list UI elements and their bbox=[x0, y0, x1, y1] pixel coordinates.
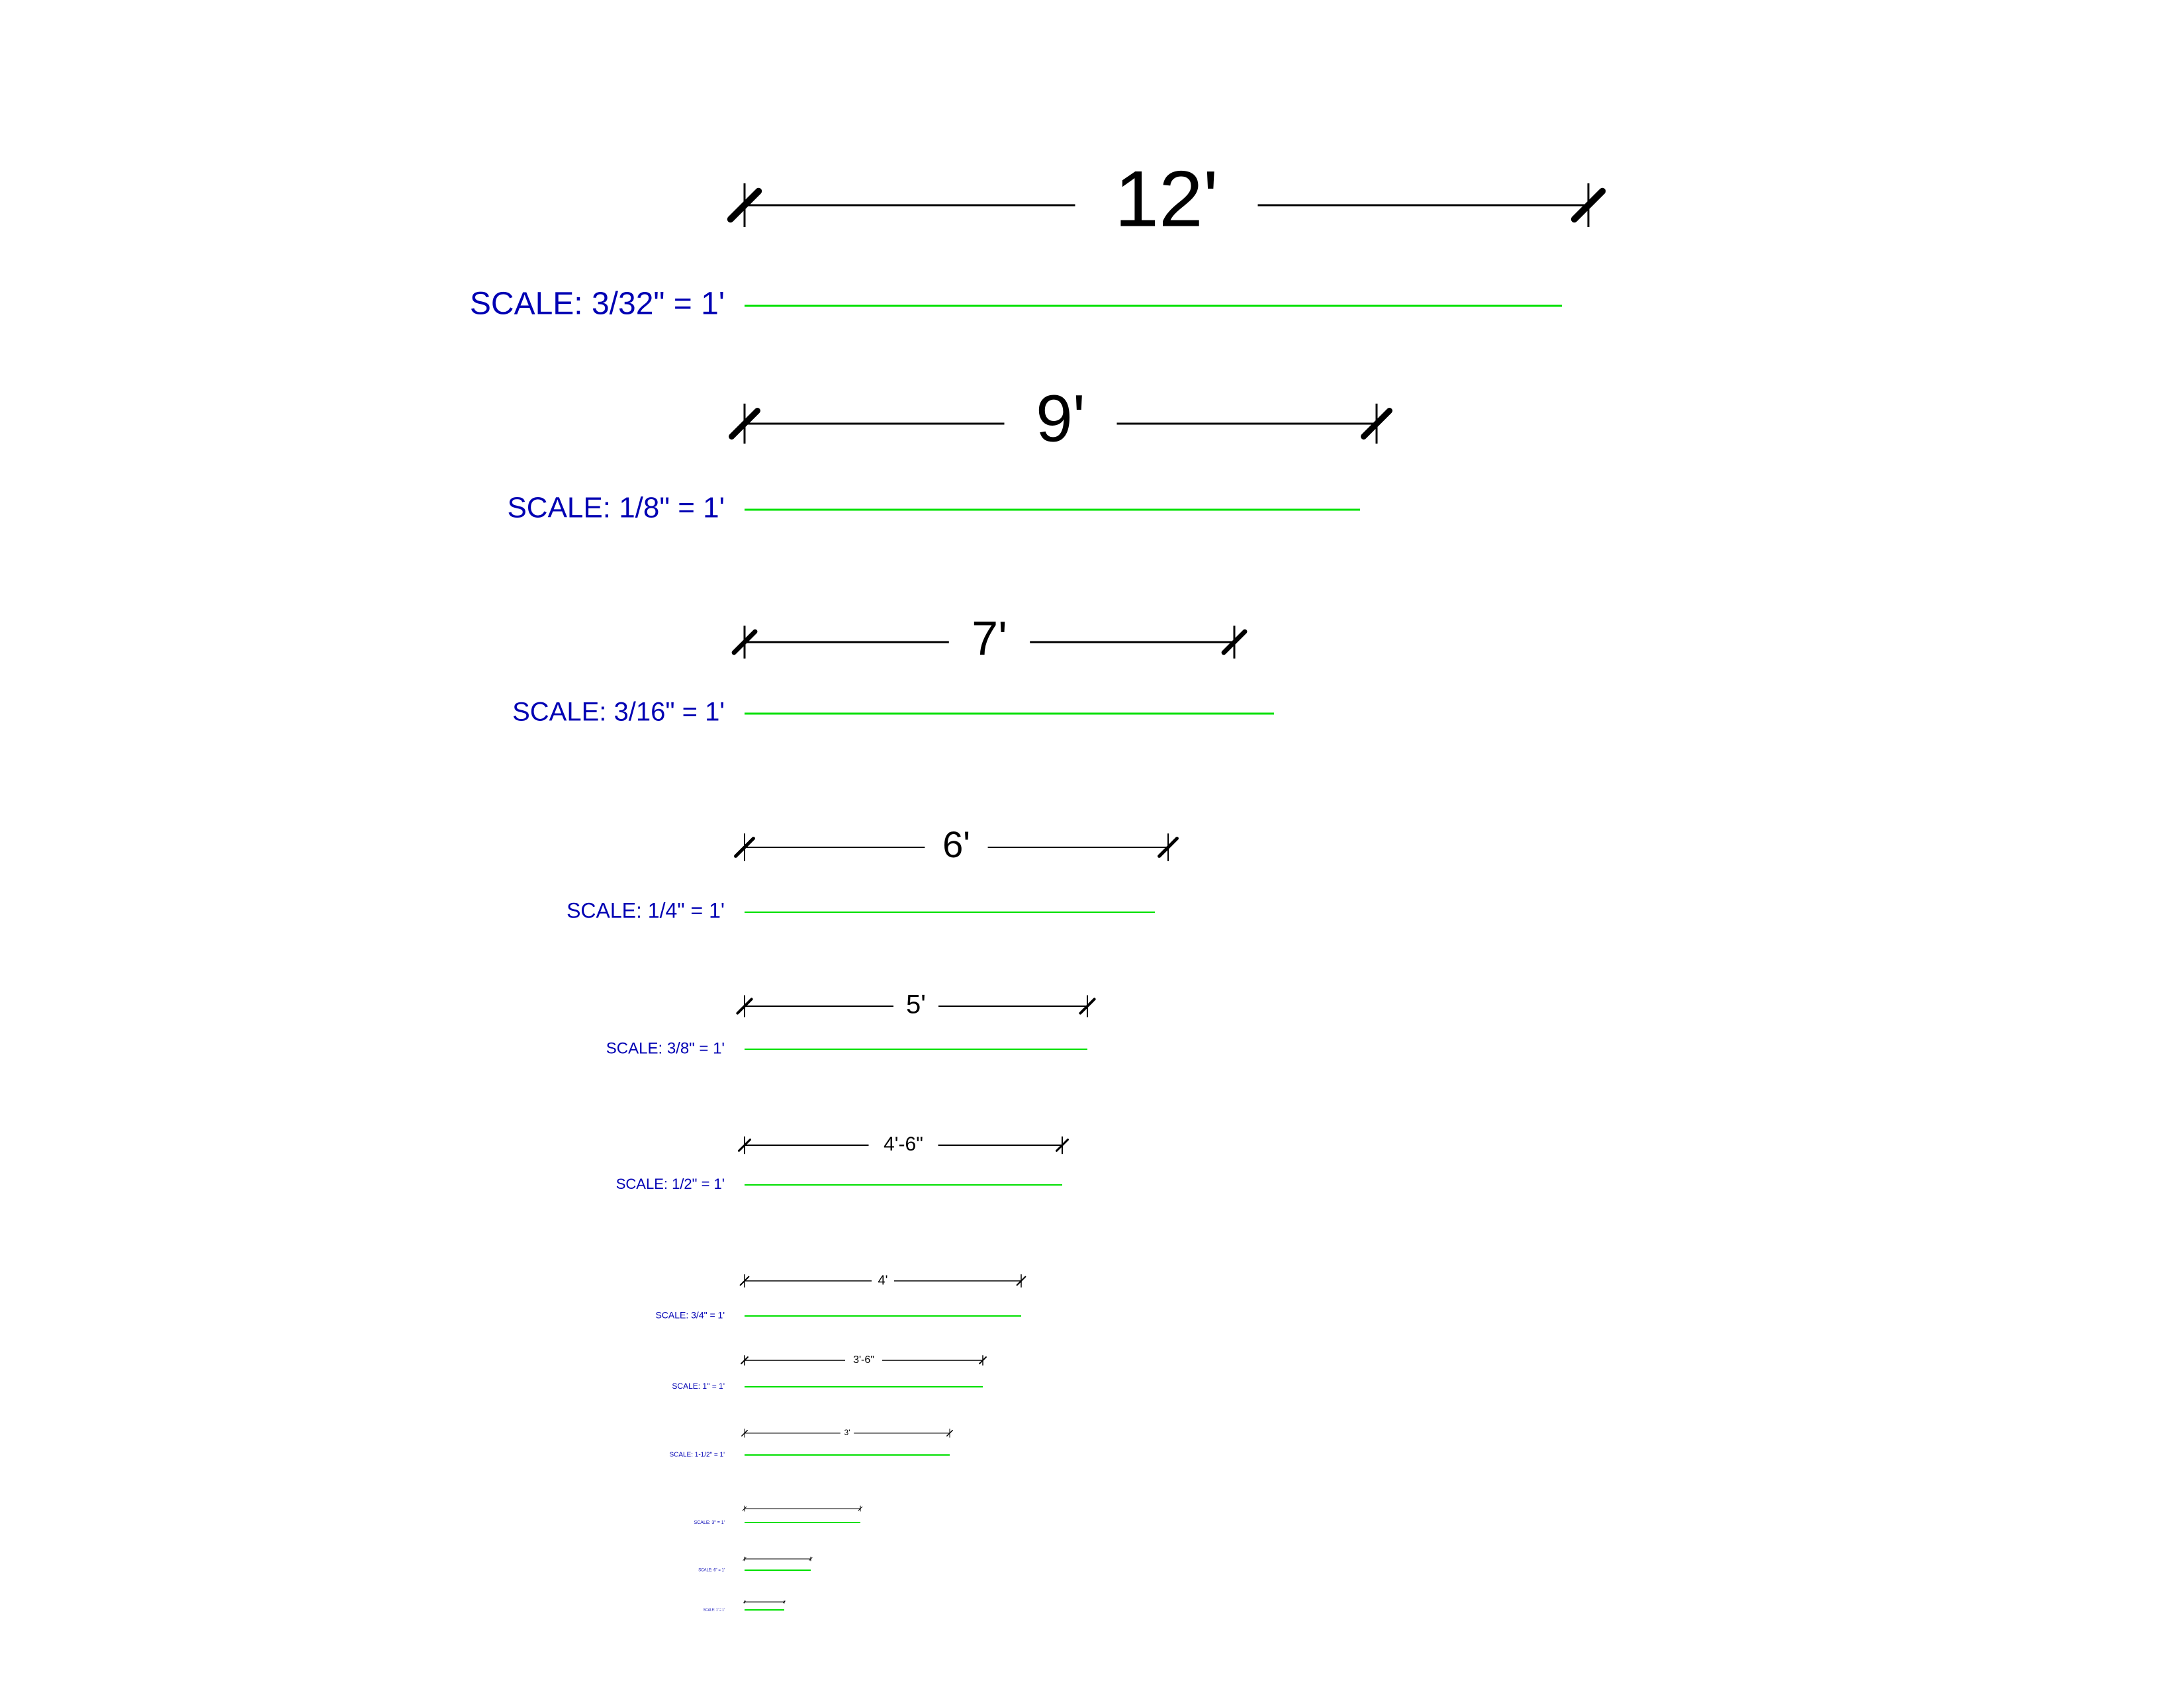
dimension-label: 5' bbox=[906, 990, 926, 1019]
scale-diagram: 12' SCALE: 3/32" = 1' 9' SCALE: 1/8" = 1' 7'… bbox=[0, 0, 2184, 1688]
scale-row-4: 5' SCALE: 3/8" = 1' bbox=[606, 990, 1095, 1058]
scale-label: SCALE: 3" = 1' bbox=[694, 1521, 725, 1525]
scale-row-9: SCALE: 3" = 1' bbox=[694, 1506, 862, 1525]
dimension-label: 7' bbox=[972, 612, 1007, 665]
dimension-label: 12' bbox=[1115, 155, 1218, 244]
scale-label: SCALE: 1" = 1' bbox=[672, 1382, 725, 1391]
scale-label: SCALE: 1/4" = 1' bbox=[567, 898, 725, 922]
scale-label: SCALE: 6" = 1' bbox=[698, 1569, 725, 1573]
scale-row-5: 4'-6" SCALE: 1/2" = 1' bbox=[616, 1133, 1068, 1192]
scale-row-11: SCALE: 1' = 1' bbox=[704, 1601, 786, 1613]
scale-label: SCALE: 3/32" = 1' bbox=[470, 287, 725, 322]
scale-label: SCALE: 3/16" = 1' bbox=[512, 698, 725, 727]
dimension-label: 4'-6" bbox=[884, 1133, 923, 1155]
scale-row-6: 4' SCALE: 3/4" = 1' bbox=[655, 1273, 1025, 1320]
scale-row-1: 9' SCALE: 1/8" = 1' bbox=[507, 381, 1389, 524]
scale-label: SCALE: 1/8" = 1' bbox=[507, 492, 725, 524]
dimension-label: 6' bbox=[942, 823, 970, 865]
dimension-label: 3' bbox=[844, 1428, 850, 1437]
dimension-label: 3'-6" bbox=[853, 1354, 874, 1366]
scale-label: SCALE: 1' = 1' bbox=[704, 1608, 725, 1612]
scale-label: SCALE: 1-1/2" = 1' bbox=[669, 1452, 725, 1459]
scale-row-7: 3'-6" SCALE: 1" = 1' bbox=[672, 1354, 986, 1391]
dimension-label: 4' bbox=[878, 1273, 888, 1288]
dimension-label: 9' bbox=[1036, 381, 1085, 455]
scale-row-10: SCALE: 6" = 1' bbox=[698, 1557, 812, 1573]
scale-label: SCALE: 3/8" = 1' bbox=[606, 1039, 725, 1057]
scale-row-2: 7' SCALE: 3/16" = 1' bbox=[512, 612, 1274, 727]
scale-label: SCALE: 3/4" = 1' bbox=[655, 1310, 725, 1321]
scale-row-8: 3' SCALE: 1-1/2" = 1' bbox=[669, 1428, 952, 1458]
scale-row-0: 12' SCALE: 3/32" = 1' bbox=[470, 155, 1602, 322]
scale-row-3: 6' SCALE: 1/4" = 1' bbox=[567, 823, 1177, 923]
scale-label: SCALE: 1/2" = 1' bbox=[616, 1176, 725, 1192]
